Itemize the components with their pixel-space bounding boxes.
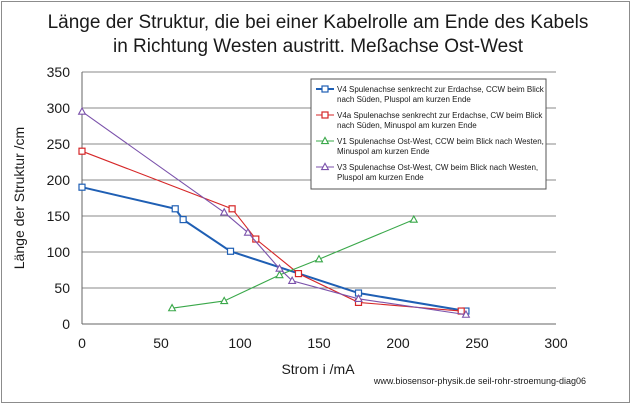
x-tick-label: 50 bbox=[153, 335, 169, 351]
x-tick-labels: 0 50 100 150 200 250 300 bbox=[78, 335, 568, 351]
legend-entry-3: V1 Spulenachse Ost-West, CCW beim Blick … bbox=[316, 136, 544, 156]
legend-box bbox=[310, 78, 547, 190]
legend-swatch-marker bbox=[320, 136, 330, 145]
data-point bbox=[314, 254, 324, 263]
data-point bbox=[243, 227, 253, 236]
legend-swatch-marker bbox=[320, 162, 330, 171]
series-line bbox=[81, 186, 467, 313]
x-tick-label: 0 bbox=[78, 335, 86, 351]
data-point bbox=[409, 214, 419, 223]
data-point bbox=[219, 207, 229, 216]
legend-label: nach Süden, Minuspol am kurzen Ende bbox=[337, 121, 477, 130]
y-tick-label: 100 bbox=[47, 244, 71, 260]
data-point bbox=[275, 270, 284, 279]
legend-label: Pluspol am kurzen Ende bbox=[337, 173, 424, 182]
chart-title-line-2: in Richtung Westen austritt. Meßachse Os… bbox=[113, 36, 524, 57]
data-point bbox=[354, 294, 363, 302]
y-tick-label: 250 bbox=[47, 136, 71, 152]
series-1 bbox=[78, 183, 470, 315]
x-tick-label: 200 bbox=[386, 335, 410, 351]
x-tick-label: 250 bbox=[465, 335, 489, 351]
legend-swatch-marker bbox=[321, 85, 329, 93]
legend-entry-1: V4 Spulenachse senkrecht zur Erdachse, C… bbox=[316, 85, 545, 104]
series-2 bbox=[78, 147, 465, 315]
data-point bbox=[287, 276, 297, 284]
data-point bbox=[167, 303, 177, 312]
y-tick-label: 200 bbox=[47, 172, 71, 188]
legend-entry-2: V4a Spulenachse senkrecht zur Erdachse, … bbox=[316, 111, 543, 130]
x-tick-label: 150 bbox=[307, 335, 331, 351]
series-4 bbox=[77, 106, 471, 318]
legend-swatch-marker bbox=[321, 111, 329, 119]
chart-title-line-1: Länge der Struktur, die bei einer Kabelr… bbox=[48, 12, 589, 33]
series-3 bbox=[167, 214, 419, 312]
y-tick-label: 50 bbox=[54, 280, 70, 296]
y-tick-labels: 0 50 100 150 200 250 300 350 bbox=[47, 64, 71, 332]
data-point bbox=[461, 309, 471, 318]
y-tick-label: 350 bbox=[47, 64, 71, 80]
y-tick-label: 0 bbox=[62, 316, 70, 332]
legend-label: V1 Spulenachse Ost-West, CCW beim Blick … bbox=[337, 137, 544, 146]
y-tick-label: 300 bbox=[47, 100, 71, 116]
data-point bbox=[219, 296, 229, 305]
data-point bbox=[78, 147, 86, 155]
legend-label: Minuspol am kurzen Ende bbox=[337, 147, 430, 156]
y-axis-label: Länge der Struktur /cm bbox=[11, 127, 27, 269]
legend-label: V4a Spulenachse senkrecht zur Erdachse, … bbox=[337, 111, 543, 120]
legend-label: V4 Spulenachse senkrecht zur Erdachse, C… bbox=[337, 85, 545, 94]
x-tick-label: 100 bbox=[228, 335, 252, 351]
data-point bbox=[226, 247, 235, 255]
data-point bbox=[228, 205, 236, 213]
data-point bbox=[77, 106, 87, 115]
series-layer bbox=[77, 106, 471, 318]
x-axis-label: Strom i /mA bbox=[281, 361, 355, 377]
data-point bbox=[179, 216, 187, 224]
y-tick-label: 150 bbox=[47, 208, 71, 224]
data-point bbox=[171, 205, 179, 213]
footer-url: www.biosensor-physik.de seil-rohr-stroem… bbox=[373, 376, 586, 386]
series-line bbox=[81, 150, 462, 312]
x-tick-label: 300 bbox=[544, 335, 568, 351]
legend-label: V3 Spulenachse Ost-West, CW beim Blick n… bbox=[337, 163, 538, 172]
legend-entry-4: V3 Spulenachse Ost-West, CW beim Blick n… bbox=[316, 162, 538, 182]
data-point bbox=[275, 263, 284, 272]
legend: V4 Spulenachse senkrecht zur Erdachse, C… bbox=[310, 78, 547, 190]
series-line bbox=[171, 219, 415, 309]
data-point bbox=[78, 183, 86, 191]
legend-label: nach Süden, Pluspol am kurzen Ende bbox=[337, 95, 471, 104]
data-point bbox=[294, 270, 303, 278]
